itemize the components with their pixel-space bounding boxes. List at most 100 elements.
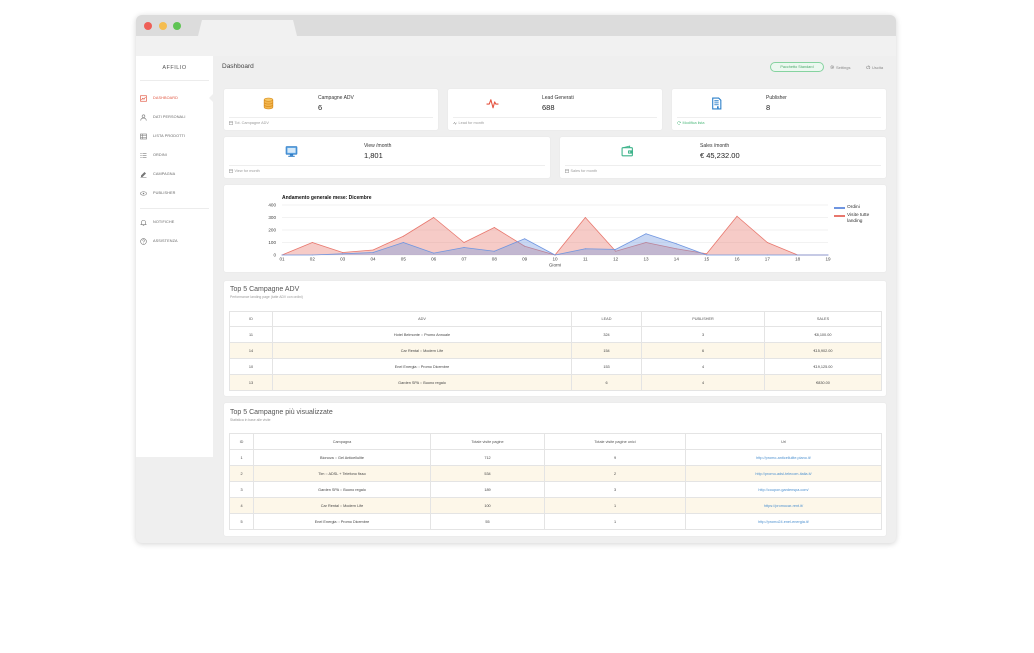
cell-totale-visite-pagine: 100: [430, 497, 545, 514]
table-row[interactable]: 14 Car Rental :: Modern Life 154 6 €15,902.0…: [229, 342, 882, 359]
cell-totale-visite-pagine: 189: [430, 481, 545, 498]
table-row[interactable]: 11 Hotel Belmonte :: Promo Annuale 324 3 €8,…: [229, 326, 882, 343]
legend-item-ordini[interactable]: Ordini: [834, 205, 877, 211]
legend-item-visite[interactable]: Visite tutte landing: [834, 213, 877, 225]
sidebar-item-ordini[interactable]: ORDINI: [140, 151, 208, 159]
column-header[interactable]: LEAD: [571, 311, 642, 327]
stat-footer-label: Sales for month: [570, 168, 598, 173]
table-row[interactable]: 4 Car Rental :: Modern Life 100 1 https://pr…: [229, 497, 882, 514]
url-link[interactable]: http://coupon.gardenspa.com/: [685, 481, 882, 498]
pulse-icon: [486, 97, 499, 110]
url-link[interactable]: http://promo24.enel-energia.it/: [685, 513, 882, 530]
stat-card-campagne-adv: Campagne ADV 6 Tot. Campagne ADV: [224, 89, 438, 130]
settings-link[interactable]: Settings: [830, 64, 850, 70]
cell-id: 3: [229, 481, 254, 498]
calendar-icon: [229, 120, 233, 125]
cell-id: 2: [229, 465, 254, 482]
cell-sales: €19,125.00: [764, 358, 882, 375]
cell-campagna: Bionova :: Gel Anticellulite: [253, 449, 431, 466]
campaign-icon: [140, 171, 147, 178]
data-point-visite-tutte-landing: [463, 242, 465, 243]
cell-campagna: Car Rental :: Modern Life: [253, 497, 431, 514]
wallet-icon: [621, 145, 634, 158]
sidebar-item-assistenza[interactable]: ASSISTENZA: [140, 237, 208, 245]
table-row[interactable]: 10 Enel Energia :: Promo Dicembre 153 4 €19,…: [229, 358, 882, 375]
url-link[interactable]: https://promocar-rent.it/: [685, 497, 882, 514]
stat-label: Lead Generati: [542, 95, 574, 101]
minimize-window-button[interactable]: [159, 22, 167, 30]
brand-logo[interactable]: AFFILIO: [162, 65, 187, 71]
x-tick-label: 13: [643, 257, 649, 262]
sidebar-item-label: CAMPAGNA: [153, 171, 176, 176]
cell-publisher: 6: [641, 342, 765, 359]
address-bar-area: [136, 36, 896, 56]
column-header[interactable]: Campagna: [253, 433, 431, 450]
x-tick-label: 14: [674, 257, 680, 262]
divider: [453, 117, 657, 118]
column-header[interactable]: SALES: [764, 311, 882, 327]
pulse-small-icon: [453, 120, 457, 125]
sidebar-item-campagna[interactable]: CAMPAGNA: [140, 170, 208, 178]
stat-label: Sales /month: [700, 143, 730, 149]
cell-totale-visite-pagine-unici: 2: [544, 465, 686, 482]
stat-card-lead-generati: Lead Generati 688 Lead for month: [448, 89, 662, 130]
data-point-ordini: [706, 254, 708, 256]
stat-value: 6: [318, 103, 323, 112]
data-point-ordini: [615, 248, 617, 250]
column-header[interactable]: Totale visite pagine unici: [544, 433, 686, 450]
sidebar-item-notifiche[interactable]: NOTIFICHE: [140, 218, 208, 226]
x-tick-label: 03: [340, 257, 346, 262]
close-window-button[interactable]: [144, 22, 152, 30]
data-point-ordini: [797, 254, 799, 256]
column-header[interactable]: ID: [229, 433, 254, 450]
calendar-icon: [565, 168, 569, 173]
refresh-icon: [677, 120, 681, 125]
sidebar-item-label: LISTA PRODOTTI: [153, 133, 186, 138]
data-point-ordini: [463, 247, 465, 248]
plan-button[interactable]: Pacchetto Standard: [770, 62, 824, 72]
sidebar-item-dati-personali[interactable]: DATI PERSONALI: [140, 113, 208, 121]
publisher-icon: [140, 190, 147, 197]
database-icon: [262, 97, 275, 110]
cell-adv: Enel Energia :: Promo Dicembre: [272, 358, 572, 375]
sidebar-item-dashboard[interactable]: DASHBOARD: [140, 94, 208, 102]
column-header[interactable]: Totale visite pagine: [430, 433, 545, 450]
data-point-ordini: [827, 254, 829, 256]
table-row[interactable]: 13 Garden SPA :: Buono regalo 6 4 €830.00: [229, 374, 882, 391]
cell-adv: Garden SPA :: Buono regalo: [272, 374, 572, 391]
sidebar-item-lista-prodotti[interactable]: LISTA PRODOTTI: [140, 132, 208, 140]
column-header[interactable]: ID: [229, 311, 273, 327]
table-row[interactable]: 1 Bionova :: Gel Anticellulite 712 9 http://…: [229, 449, 882, 466]
x-tick-label: 16: [734, 257, 740, 262]
cell-lead: 324: [571, 326, 642, 343]
divider: [140, 80, 209, 81]
column-header[interactable]: PUBLISHER: [641, 311, 765, 327]
divider: [229, 117, 433, 118]
table-row[interactable]: 3 Garden SPA :: Buono regalo 189 3 http://co…: [229, 481, 882, 498]
stat-footer: Lead for month: [453, 119, 484, 126]
url-link[interactable]: http://promo-adsl-telecom-italia.it/: [685, 465, 882, 482]
edit-list-link[interactable]: Modifica lista: [677, 119, 704, 126]
document-icon: [710, 97, 723, 110]
logout-link[interactable]: Uscita: [866, 64, 883, 70]
top-visits-card: Top 5 Campagne più visualizzate Statisti…: [224, 403, 886, 536]
sidebar-item-publisher[interactable]: PUBLISHER: [140, 189, 208, 197]
table-row[interactable]: 2 Tim :: ADSL + Telefono fisso 534 2 http://…: [229, 465, 882, 482]
column-header[interactable]: Url: [685, 433, 882, 450]
data-point-ordini: [584, 248, 586, 250]
stat-card-publisher: Publisher 8 Modifica lista: [672, 89, 886, 130]
stat-label: View /month: [364, 143, 392, 149]
help-icon: [140, 237, 147, 245]
data-point-ordini: [766, 254, 768, 256]
settings-label: Settings: [836, 64, 851, 70]
data-point-visite-tutte-landing: [736, 215, 738, 217]
column-header[interactable]: ADV: [272, 311, 572, 327]
x-tick-label: 11: [583, 257, 588, 262]
table-row[interactable]: 5 Enel Energia :: Promo Dicembre 55 1 http:/…: [229, 513, 882, 530]
browser-tab[interactable]: [198, 20, 297, 36]
stat-card-sales-month: Sales /month € 45,232.00 Sales for month: [560, 137, 886, 178]
url-link[interactable]: http://promo-anticellulite.piano.it/: [685, 449, 882, 466]
stat-footer-label: View for month: [234, 168, 260, 173]
data-point-ordini: [372, 252, 374, 253]
maximize-window-button[interactable]: [173, 22, 181, 30]
